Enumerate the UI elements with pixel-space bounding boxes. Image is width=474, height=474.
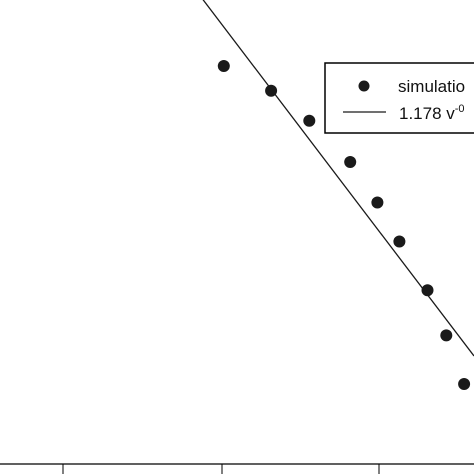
legend-label-simulation: simulatio: [398, 77, 465, 96]
data-point: [303, 114, 316, 127]
legend-marker-simulation: [358, 80, 370, 92]
data-point: [344, 156, 357, 168]
legend-label-fit: 1.178 v-0: [399, 103, 465, 123]
data-point: [217, 60, 230, 72]
data-point: [440, 329, 453, 342]
legend-label-fit-exponent: -0: [455, 103, 465, 115]
simulation-points: [217, 60, 471, 390]
x-axis: [0, 463, 474, 474]
data-point: [393, 235, 406, 248]
data-point: [371, 196, 384, 209]
fit-line: [202, 0, 474, 357]
legend: simulatio 1.178 v-0: [324, 62, 474, 134]
legend-box: [324, 62, 474, 134]
legend-label-fit-base: 1.178 v: [399, 104, 455, 123]
data-point: [265, 84, 278, 97]
data-point: [458, 378, 471, 390]
data-point: [421, 284, 434, 297]
